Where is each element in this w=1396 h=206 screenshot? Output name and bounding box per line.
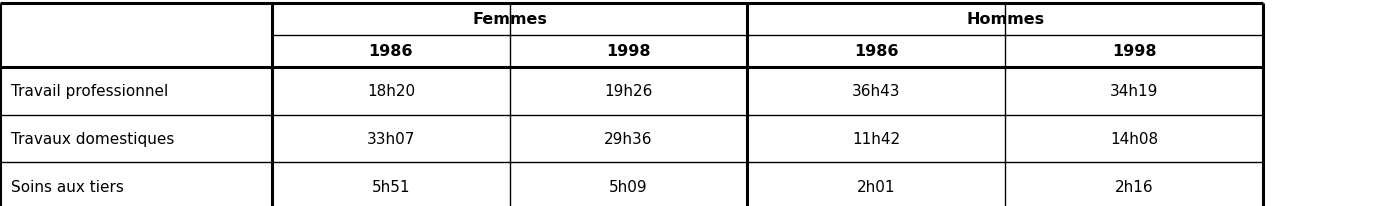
Text: 1998: 1998 (606, 44, 651, 59)
Text: 34h19: 34h19 (1110, 84, 1159, 99)
Text: Femmes: Femmes (472, 12, 547, 27)
Text: 2h01: 2h01 (857, 179, 895, 194)
Text: 1986: 1986 (369, 44, 413, 59)
Text: 29h36: 29h36 (604, 131, 652, 146)
Text: Soins aux tiers: Soins aux tiers (11, 179, 124, 194)
Text: 33h07: 33h07 (367, 131, 415, 146)
Text: Travaux domestiques: Travaux domestiques (11, 131, 174, 146)
Text: 5h51: 5h51 (371, 179, 410, 194)
Text: 5h09: 5h09 (609, 179, 648, 194)
Text: 2h16: 2h16 (1115, 179, 1153, 194)
Text: 36h43: 36h43 (852, 84, 900, 99)
Text: 1986: 1986 (854, 44, 898, 59)
Text: 1998: 1998 (1113, 44, 1156, 59)
Text: 11h42: 11h42 (852, 131, 900, 146)
Text: 18h20: 18h20 (367, 84, 415, 99)
Text: 19h26: 19h26 (604, 84, 652, 99)
Text: Travail professionnel: Travail professionnel (11, 84, 169, 99)
Text: 14h08: 14h08 (1110, 131, 1159, 146)
Text: Hommes: Hommes (966, 12, 1044, 27)
